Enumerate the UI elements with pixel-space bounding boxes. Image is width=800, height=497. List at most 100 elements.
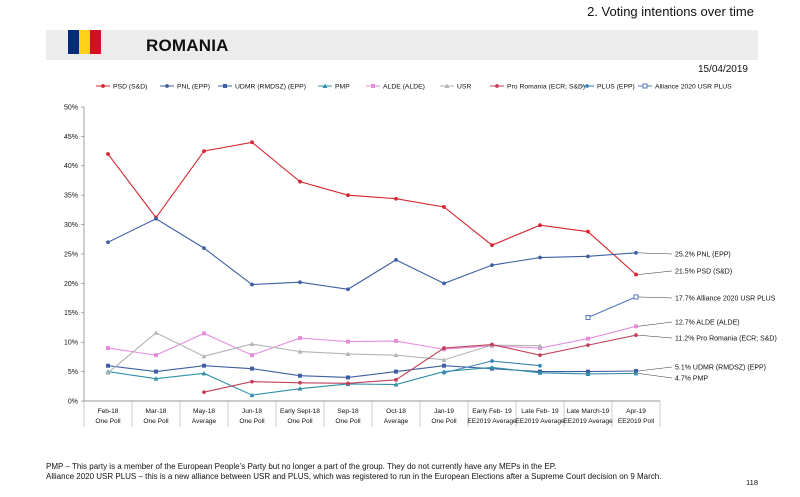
series-line — [107, 141, 637, 275]
legend-marker — [322, 83, 328, 88]
label-leader — [637, 270, 673, 275]
data-point — [250, 353, 254, 358]
data-point — [585, 315, 591, 321]
end-data-label: 17.7% Alliance 2020 USR PLUS — [675, 296, 776, 303]
y-tick-label: 30% — [64, 222, 78, 229]
data-point — [201, 353, 207, 359]
data-point — [105, 370, 111, 375]
data-point — [250, 379, 254, 384]
x-tick-sublabel: Average — [384, 418, 409, 425]
data-point — [298, 380, 302, 385]
x-tick-label: Late Feb- 19 — [521, 408, 559, 415]
series-line — [203, 334, 637, 393]
data-point — [442, 205, 446, 209]
y-tick-label: 40% — [64, 163, 78, 170]
data-point — [153, 330, 159, 335]
data-point — [538, 353, 542, 358]
data-point — [201, 370, 207, 376]
x-tick-sublabel: EE2019 Poll — [618, 418, 655, 425]
legend-label: PLUS (EPP) — [597, 84, 635, 91]
data-point — [249, 392, 255, 398]
x-tick-label: Jun-18 — [242, 408, 262, 415]
legend-marker — [585, 84, 589, 88]
y-tick-label: 25% — [64, 251, 78, 258]
data-point — [297, 349, 303, 354]
data-point — [537, 343, 543, 348]
series-line — [107, 332, 541, 374]
data-point — [442, 281, 446, 286]
x-tick-sublabel: One Poll — [335, 418, 361, 425]
y-tick-label: 0% — [68, 398, 78, 405]
data-point — [634, 272, 638, 277]
data-point — [345, 351, 351, 356]
series-line — [587, 296, 637, 319]
series-line — [107, 325, 637, 356]
data-point — [586, 343, 590, 348]
data-point — [106, 363, 110, 368]
data-point — [633, 370, 639, 376]
data-point — [106, 240, 110, 245]
label-leader — [637, 366, 673, 372]
data-point — [249, 341, 255, 346]
data-point — [394, 369, 398, 374]
data-point — [202, 331, 206, 336]
x-tick-label: May-18 — [193, 408, 215, 415]
footnote-alliance: Alliance 2020 USR PLUS – this is a new a… — [46, 472, 662, 481]
country-title: ROMANIA — [146, 36, 229, 55]
legend-label: PMP — [335, 84, 350, 91]
end-data-label: 11.2% Pro Romania (ECR; S&D) — [675, 336, 777, 343]
country-banner: ROMANIA — [46, 30, 758, 60]
y-tick-label: 35% — [64, 193, 78, 200]
series-line — [107, 218, 637, 290]
legend-marker — [371, 84, 375, 88]
y-tick-label: 45% — [64, 134, 78, 141]
data-point — [537, 370, 543, 375]
data-point — [202, 363, 206, 368]
x-tick-sublabel: EE2019 Average — [563, 418, 613, 425]
data-point — [298, 373, 302, 378]
data-point — [441, 357, 447, 362]
end-data-label: 4.7% PMP — [675, 376, 708, 383]
x-tick-label: Mar-18 — [146, 408, 167, 415]
data-point — [442, 363, 446, 368]
end-data-label: 25.2% PNL (EPP) — [675, 252, 731, 259]
report-date: 15/04/2019 — [697, 64, 748, 75]
x-tick-sublabel: One Poll — [287, 418, 313, 425]
legend-marker — [642, 83, 648, 89]
label-leader — [637, 334, 673, 339]
page-number: 118 — [746, 478, 758, 487]
data-point — [394, 257, 398, 262]
legend-label: UDMR (RMDSZ) (EPP) — [235, 84, 306, 91]
x-tick-sublabel: EE2019 Average — [467, 418, 517, 425]
data-point — [394, 339, 398, 344]
data-point — [154, 369, 158, 374]
data-point — [153, 376, 159, 381]
x-tick-sublabel: One Poll — [95, 418, 121, 425]
series-line — [107, 365, 637, 379]
data-point — [634, 250, 638, 255]
x-tick-sublabel: One Poll — [239, 418, 265, 425]
end-data-label: 12.7% ALDE (ALDE) — [675, 320, 740, 327]
data-point — [538, 223, 542, 228]
data-point — [346, 339, 350, 344]
label-leader — [637, 321, 673, 327]
data-point — [346, 375, 350, 380]
x-tick-label: Oct-18 — [386, 408, 406, 415]
legend-marker — [223, 84, 227, 88]
data-point — [490, 342, 494, 347]
x-tick-label: Late March-19 — [567, 408, 610, 415]
y-tick-label: 5% — [68, 369, 78, 376]
x-tick-label: Sep-18 — [337, 408, 359, 415]
data-point — [585, 371, 591, 376]
data-point — [394, 377, 398, 382]
data-point — [298, 336, 302, 341]
y-tick-label: 20% — [64, 281, 78, 288]
data-point — [346, 193, 350, 198]
label-leader — [637, 252, 673, 255]
section-title: 2. Voting intentions over time — [587, 4, 754, 19]
data-point — [538, 363, 542, 368]
data-point — [297, 386, 303, 391]
legend-marker — [165, 84, 169, 88]
legend-label: PNL (EPP) — [177, 84, 210, 91]
data-point — [202, 149, 206, 154]
